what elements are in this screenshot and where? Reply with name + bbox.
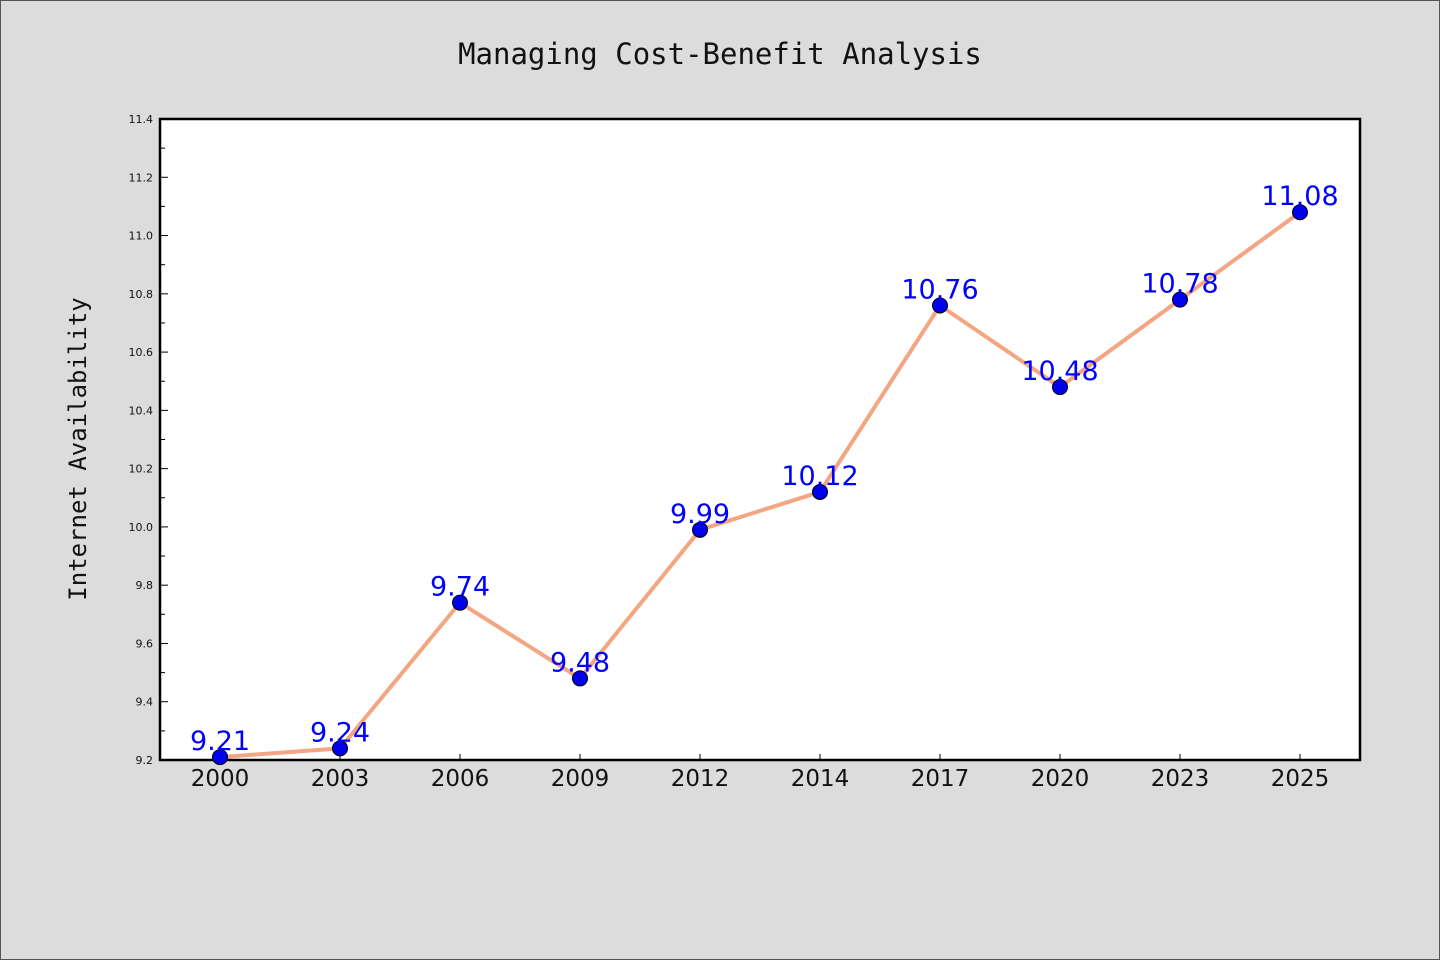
y-tick-label: 11.4: [129, 113, 154, 126]
x-tick-label: 2009: [551, 766, 610, 792]
data-label: 10.48: [1021, 356, 1098, 387]
data-point: [332, 740, 348, 757]
data-point: [932, 297, 948, 314]
y-tick-label: 10.4: [129, 404, 154, 417]
data-label: 9.99: [670, 499, 730, 530]
series-layer: 9.21 9.24 9.74 9.48 9.99 10.12 10.76 10.48 10.78…: [190, 181, 1339, 766]
data-point: [1292, 204, 1308, 221]
x-tick-label: 2020: [1031, 766, 1090, 792]
data-label: 10.76: [901, 274, 978, 305]
y-tick-label: 10.6: [129, 346, 154, 359]
y-tick-label: 11.2: [129, 171, 154, 184]
y-axis-ticks: 9.2 9.4 9.6 9.8 10.0 10.2 10.4 10.6 10.8 11.0 11.2…: [129, 113, 168, 767]
y-tick-label: 10.8: [129, 288, 154, 301]
data-point: [212, 749, 228, 766]
series-line: [218, 210, 1302, 760]
y-tick-label: 9.8: [136, 579, 154, 592]
data-label: 9.48: [550, 647, 610, 678]
y-tick-label: 9.2: [136, 754, 154, 767]
data-label: 11.08: [1261, 181, 1338, 212]
y-tick-label: 9.6: [136, 637, 154, 650]
x-tick-label: 2025: [1271, 766, 1330, 792]
x-tick-label: 2023: [1151, 766, 1210, 792]
data-point: [1052, 379, 1068, 396]
y-tick-label: 10.0: [129, 521, 154, 534]
y-axis-label: Internet Availability: [64, 297, 92, 600]
chart-title: Managing Cost-Benefit Analysis: [458, 37, 982, 71]
data-label: 9.74: [430, 572, 490, 603]
x-tick-label: 2017: [911, 766, 970, 792]
x-axis-ticks: 2000 2003 2006 2009 2012 2014 2017 2020 2023 2025: [191, 754, 1330, 792]
plot-area: [158, 117, 1362, 762]
data-point: [452, 594, 468, 611]
data-label: 10.12: [781, 461, 858, 492]
x-tick-label: 2014: [791, 766, 850, 792]
y-tick-label: 9.4: [136, 696, 154, 709]
data-label: 9.24: [310, 717, 370, 748]
data-label: 10.78: [1141, 269, 1218, 300]
data-point: [1172, 291, 1188, 308]
x-tick-label: 2012: [671, 766, 730, 792]
x-tick-label: 2000: [191, 766, 250, 792]
data-point: [692, 521, 708, 538]
data-label: 9.21: [190, 726, 250, 757]
x-tick-label: 2003: [311, 766, 370, 792]
y-tick-label: 10.2: [129, 463, 154, 476]
data-point: [812, 483, 828, 500]
y-tick-label: 11.0: [129, 230, 154, 243]
data-point: [572, 670, 588, 687]
x-tick-label: 2006: [431, 766, 490, 792]
